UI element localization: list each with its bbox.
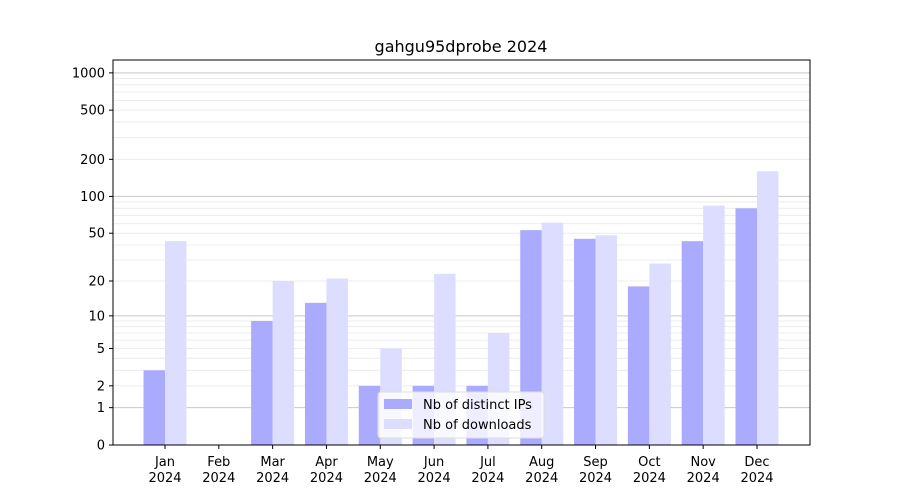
- legend-swatch: [384, 399, 412, 409]
- x-tick-label: Feb 2024: [202, 455, 235, 486]
- legend-box: [377, 391, 545, 439]
- x-tick-label: Jul 2024: [471, 455, 504, 486]
- x-tick-label: Jan 2024: [148, 455, 181, 486]
- y-tick-label: 5: [97, 342, 105, 357]
- y-tick-label: 200: [80, 153, 105, 168]
- legend-label: Nb of downloads: [423, 418, 532, 433]
- bar-downloads: [595, 235, 618, 445]
- y-tick-label: 20: [88, 275, 105, 290]
- plot-frame: [112, 59, 811, 446]
- bar-downloads: [272, 281, 295, 445]
- x-tick-label: Oct 2024: [633, 455, 666, 486]
- bar-downloads: [649, 263, 671, 445]
- bar-downloads: [703, 205, 725, 445]
- x-tick-label: May 2024: [364, 455, 397, 486]
- y-tick-label: 2: [97, 379, 105, 394]
- bar-distinct-ips: [574, 238, 596, 445]
- bar-distinct-ips: [251, 320, 273, 445]
- bar-downloads: [541, 222, 564, 445]
- bar-downloads: [326, 278, 348, 445]
- y-tick-label: 1000: [72, 66, 105, 81]
- x-tick-label: Jun 2024: [418, 455, 451, 486]
- x-axis: Jan 2024 Feb 2024 Mar 2024 Apr 2024 May 2024 Jun 20…: [148, 445, 774, 486]
- x-tick-label: Dec 2024: [740, 455, 773, 486]
- y-tick-label: 0: [97, 439, 105, 454]
- legend-swatch: [384, 419, 412, 429]
- x-tick-label: Apr 2024: [310, 455, 343, 486]
- bar-distinct-ips: [681, 241, 704, 445]
- y-tick-label: 500: [80, 104, 105, 119]
- bar-downloads: [165, 241, 187, 445]
- y-axis: 0 1 2 5 10 20 50 100 200 500 1000: [72, 66, 113, 454]
- legend: Nb of distinct IPs Nb of downloads: [377, 391, 545, 439]
- bar-distinct-ips: [358, 385, 381, 445]
- chart-title: gahgu95dprobe 2024: [375, 37, 548, 56]
- y-tick-label: 10: [88, 309, 105, 324]
- x-tick-label: Nov 2024: [687, 455, 720, 486]
- x-tick-label: Aug 2024: [525, 455, 558, 486]
- x-tick-label: Sep 2024: [579, 455, 612, 486]
- bar-distinct-ips: [143, 370, 165, 445]
- legend-label: Nb of distinct IPs: [423, 398, 532, 413]
- bar-downloads: [757, 171, 779, 445]
- bar-distinct-ips: [735, 208, 757, 445]
- y-tick-label: 1: [97, 401, 105, 416]
- bar-distinct-ips: [627, 286, 650, 445]
- bar-distinct-ips: [304, 302, 327, 445]
- y-tick-label: 100: [80, 190, 105, 205]
- bar-distinct-ips: [520, 230, 542, 445]
- y-tick-label: 50: [88, 227, 105, 242]
- x-tick-label: Mar 2024: [256, 455, 289, 486]
- gridlines: [113, 72, 810, 409]
